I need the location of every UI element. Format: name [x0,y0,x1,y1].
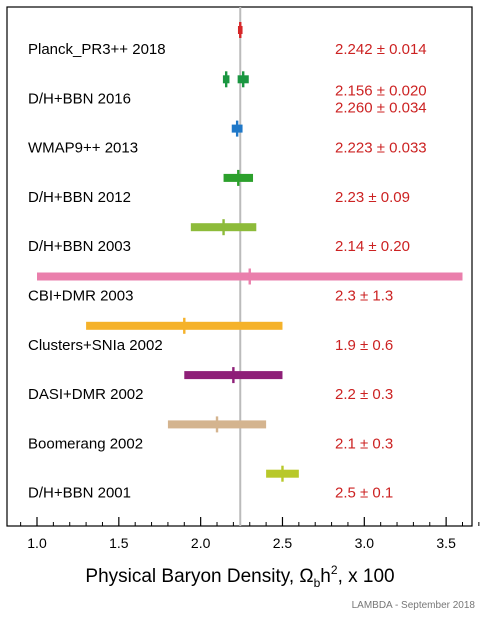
central-value-mark [215,416,219,433]
central-value-mark [232,367,235,384]
central-value-mark [222,219,225,236]
central-value-mark [183,317,186,334]
x-tick-label: 2.5 [273,535,293,551]
central-value-mark [237,169,240,186]
x-tick-label: 3.5 [436,535,456,551]
x-tick-label: 1.5 [109,535,129,551]
x-tick-label: 1.0 [27,535,47,551]
experiment-label: Planck_PR3++ 2018 [28,41,166,58]
value-label: 2.1 ± 0.3 [335,435,393,452]
value-label: 2.5 ± 0.1 [335,485,393,502]
experiment-label: Boomerang 2002 [28,435,143,452]
experiment-label: Clusters+SNIa 2002 [28,337,163,354]
experiment-label: D/H+BBN 2012 [28,189,131,206]
central-value-mark [235,120,239,137]
central-value-mark [224,71,228,88]
value-label: 2.260 ± 0.034 [335,99,427,116]
x-tick-label: 3.0 [355,535,375,551]
experiment-label: DASI+DMR 2002 [28,386,143,403]
value-label: 2.2 ± 0.3 [335,386,393,403]
credit-text: LAMBDA - September 2018 [352,600,476,611]
experiment-label: WMAP9++ 2013 [28,140,138,157]
central-value-mark [242,71,245,88]
value-label: 2.3 ± 1.3 [335,288,393,305]
x-axis-title: Physical Baryon Density, Ωbh2, x 100 [85,563,394,590]
experiment-label: D/H+BBN 2001 [28,485,131,502]
value-label: 1.9 ± 0.6 [335,337,393,354]
experiment-label: D/H+BBN 2003 [28,238,131,255]
value-label: 2.223 ± 0.033 [335,140,427,157]
experiment-label: D/H+BBN 2016 [28,90,131,107]
value-label: 2.156 ± 0.020 [335,82,427,99]
central-value-mark [248,268,251,285]
experiment-label: CBI+DMR 2003 [28,288,133,305]
value-label: 2.23 ± 0.09 [335,189,410,206]
central-value-mark [281,465,284,482]
x-tick-label: 2.0 [191,535,211,551]
value-label: 2.242 ± 0.014 [335,41,427,58]
central-value-mark [239,22,242,38]
value-label: 2.14 ± 0.20 [335,238,410,255]
